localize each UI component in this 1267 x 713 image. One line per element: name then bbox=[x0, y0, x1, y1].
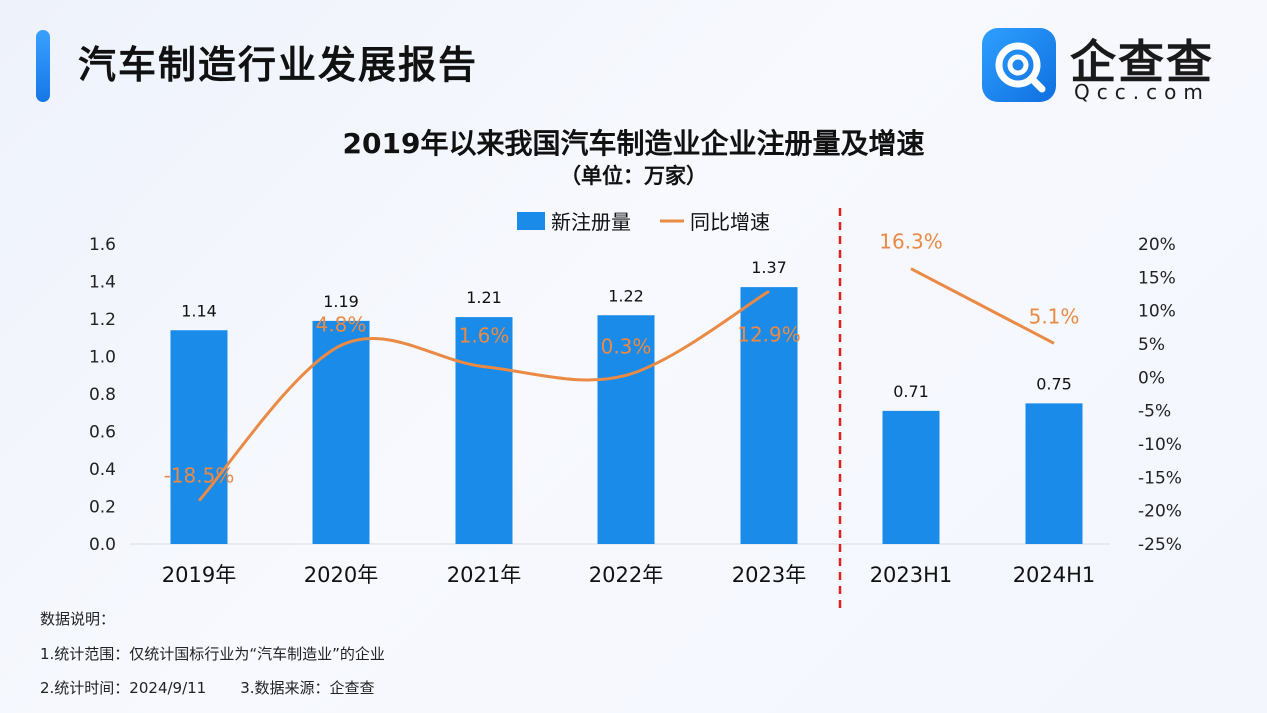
legend-line-label: 同比增速 bbox=[690, 210, 770, 234]
y-left-tick-label: 1.4 bbox=[89, 273, 116, 293]
y-left-tick-label: 1.6 bbox=[89, 235, 116, 255]
legend-bar-label: 新注册量 bbox=[551, 210, 631, 234]
logo-domain: Qcc.com bbox=[1074, 80, 1210, 104]
y-right-tick-label: -25% bbox=[1138, 535, 1182, 555]
line-value-label: 4.8% bbox=[316, 312, 367, 336]
bar-value-label: 0.71 bbox=[893, 382, 929, 401]
x-tick-label: 2022年 bbox=[589, 563, 663, 587]
bar-value-label: 1.37 bbox=[751, 258, 787, 277]
bar bbox=[740, 287, 798, 544]
x-tick-label: 2021年 bbox=[447, 563, 521, 587]
qcc-logo-icon bbox=[982, 28, 1056, 102]
line-value-label: 0.3% bbox=[601, 334, 652, 358]
y-left-tick-label: 0.8 bbox=[89, 385, 116, 405]
bar-value-label: 1.22 bbox=[608, 286, 644, 305]
y-left-tick-label: 0.6 bbox=[89, 423, 116, 443]
y-left-tick-label: 0.4 bbox=[89, 460, 116, 480]
y-left-tick-label: 1.0 bbox=[89, 348, 116, 368]
y-right-tick-label: -10% bbox=[1138, 435, 1182, 455]
y-left-tick-label: 0.0 bbox=[89, 535, 116, 555]
bar bbox=[170, 330, 228, 544]
y-right-tick-label: 20% bbox=[1138, 235, 1176, 255]
bar bbox=[455, 317, 513, 544]
line-value-label: 12.9% bbox=[737, 322, 801, 346]
x-tick-label: 2024H1 bbox=[1013, 563, 1096, 587]
bar-value-label: 1.19 bbox=[323, 292, 359, 311]
notes-time: 2.统计时间：2024/9/11 bbox=[40, 679, 207, 697]
line-value-label: 1.6% bbox=[459, 324, 510, 348]
bar bbox=[882, 410, 940, 544]
qcc-logo: 企查查 Qcc.com bbox=[982, 28, 1232, 106]
x-tick-label: 2020年 bbox=[304, 563, 378, 587]
notes-source: 3.数据来源：企查查 bbox=[240, 679, 375, 697]
y-left-tick-label: 0.2 bbox=[89, 498, 116, 518]
y-left-tick-label: 1.2 bbox=[89, 310, 116, 330]
bar bbox=[1025, 403, 1083, 544]
chart-subtitle: （单位：万家） bbox=[560, 164, 707, 188]
y-right-tick-label: 15% bbox=[1138, 268, 1176, 288]
title-accent-bar bbox=[36, 30, 50, 102]
y-right-tick-label: -5% bbox=[1138, 402, 1171, 422]
notes-time-source: 2.统计时间：2024/9/11 3.数据来源：企查查 bbox=[40, 677, 375, 698]
logo-name: 企查查 bbox=[1070, 35, 1214, 89]
y-right-tick-label: -20% bbox=[1138, 502, 1182, 522]
y-right-tick-label: 0% bbox=[1138, 368, 1165, 388]
bar bbox=[597, 315, 655, 544]
y-right-tick-label: 10% bbox=[1138, 302, 1176, 322]
x-tick-label: 2023年 bbox=[732, 563, 806, 587]
chart-title: 2019年以来我国汽车制造业企业注册量及增速 bbox=[342, 127, 925, 160]
bar-value-label: 1.14 bbox=[181, 301, 217, 320]
growth-line-annual bbox=[197, 290, 770, 502]
line-value-label: 16.3% bbox=[879, 230, 943, 254]
report-title: 汽车制造行业发展报告 bbox=[78, 43, 479, 87]
notes-heading: 数据说明： bbox=[40, 610, 116, 628]
x-tick-label: 2023H1 bbox=[870, 563, 953, 587]
legend-bar-swatch bbox=[517, 212, 545, 230]
bar bbox=[312, 320, 370, 544]
growth-line-half-year bbox=[910, 267, 1055, 345]
y-right-tick-label: -15% bbox=[1138, 468, 1182, 488]
y-right-tick-label: 5% bbox=[1138, 335, 1165, 355]
line-value-label: -18.5% bbox=[164, 464, 235, 488]
bar-value-label: 0.75 bbox=[1036, 374, 1072, 393]
x-tick-label: 2019年 bbox=[162, 563, 236, 587]
bar-value-label: 1.21 bbox=[466, 288, 502, 307]
line-value-label: 5.1% bbox=[1029, 304, 1080, 328]
notes-scope: 1.统计范围：仅统计国标行业为“汽车制造业”的企业 bbox=[40, 645, 385, 663]
